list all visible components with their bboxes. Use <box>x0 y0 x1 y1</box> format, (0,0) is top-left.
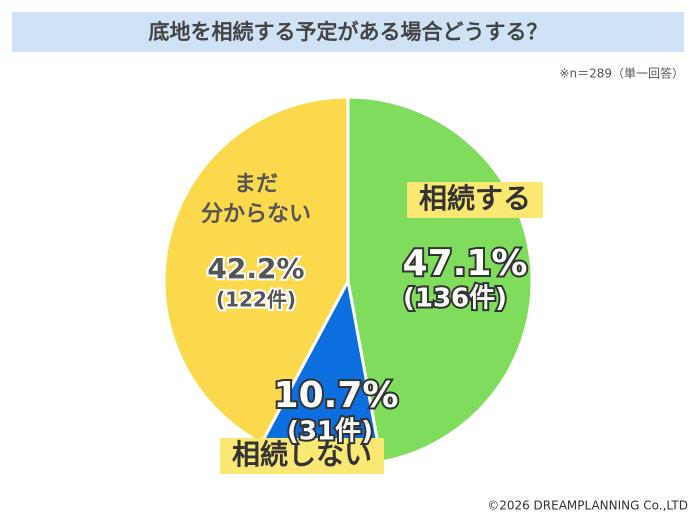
chart-title: 底地を相続する予定がある場合どうする？ <box>149 20 548 44</box>
title-bar <box>12 12 684 52</box>
count-label: (136件) <box>403 284 507 314</box>
category-label: 相続しない <box>232 438 372 471</box>
pie-slice <box>162 95 350 446</box>
category-label: まだ分からない <box>201 172 311 227</box>
value-label: 42.2% <box>207 252 304 285</box>
count-label: (31件) <box>287 417 373 447</box>
copyright: ©2026 DREAMPLANNING Co.,LTD <box>487 499 688 513</box>
count-label: (122件) <box>216 288 296 312</box>
label-highlight <box>220 438 384 474</box>
category-label: 相続する <box>419 182 531 215</box>
value-label: 10.7% <box>274 375 399 416</box>
value-label: 47.1% <box>403 243 528 284</box>
label-highlight <box>407 182 543 218</box>
note: ※n＝289（単一回答） <box>559 66 684 81</box>
